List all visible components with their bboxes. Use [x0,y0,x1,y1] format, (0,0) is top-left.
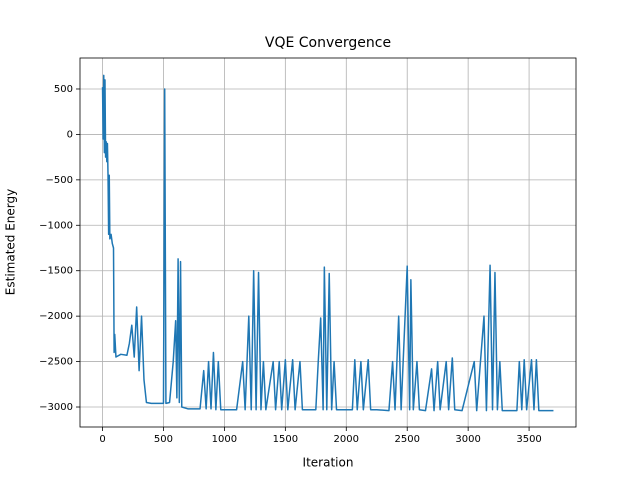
x-tick-label: 3500 [516,434,541,445]
x-tick-label: 500 [154,434,173,445]
y-tick-label: 500 [54,84,73,95]
y-tick-label: −500 [46,175,73,186]
y-tick-label: −3000 [39,402,73,413]
y-tick-label: −1500 [39,266,73,277]
chart-title: VQE Convergence [265,35,391,51]
data-line [101,74,554,412]
plot-frame [79,57,577,428]
x-axis-label: Iteration [303,456,354,470]
x-tick-label: 2500 [394,434,419,445]
y-tick-label: −2000 [39,311,73,322]
y-tick-label: 0 [67,129,73,140]
x-tick-label: 1000 [212,434,237,445]
x-tick-label: 2000 [334,434,359,445]
x-tick-label: 1500 [273,434,298,445]
y-axis-label: Estimated Energy [4,189,18,295]
y-tick-label: −2500 [39,357,73,368]
x-tick-label: 0 [99,434,105,445]
y-tick-label: −1000 [39,220,73,231]
x-tick-label: 3000 [455,434,480,445]
